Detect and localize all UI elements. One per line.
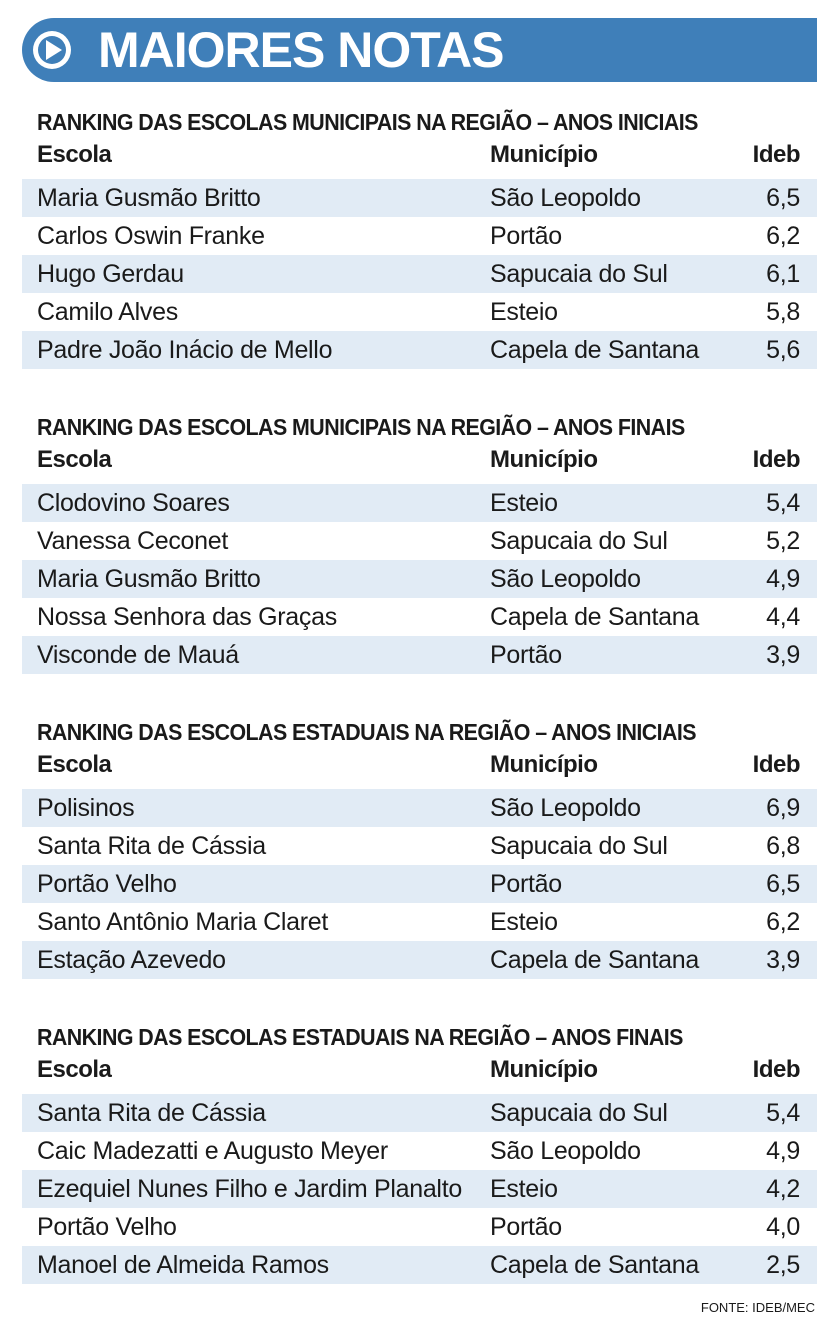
- row-band: [22, 1094, 817, 1132]
- column-header: Município: [490, 751, 598, 778]
- ideb: 4,9: [766, 565, 800, 593]
- school: Portão Velho: [37, 1213, 177, 1241]
- ideb: 5,4: [766, 489, 800, 517]
- school: Visconde de Mauá: [37, 641, 239, 669]
- school: Hugo Gerdau: [37, 260, 184, 288]
- column-header: Ideb: [752, 1056, 801, 1083]
- school: Manoel de Almeida Ramos: [37, 1251, 329, 1279]
- municipality: Esteio: [490, 1175, 558, 1203]
- ideb: 5,4: [766, 1099, 800, 1127]
- municipality: São Leopoldo: [490, 565, 641, 593]
- ideb: 6,2: [766, 222, 800, 250]
- school: Caic Madezatti e Augusto Meyer: [37, 1137, 388, 1165]
- municipality: Portão: [490, 641, 562, 669]
- municipality: Capela de Santana: [490, 946, 699, 974]
- ideb: 3,9: [766, 946, 800, 974]
- row-band: [22, 941, 817, 979]
- ideb: 5,2: [766, 527, 800, 555]
- school: Maria Gusmão Britto: [37, 565, 261, 593]
- municipality: São Leopoldo: [490, 184, 641, 212]
- municipality: Esteio: [490, 298, 558, 326]
- school: Maria Gusmão Britto: [37, 184, 261, 212]
- row-band: [22, 865, 817, 903]
- section-title: RANKING DAS ESCOLAS ESTADUAIS NA REGIÃO …: [37, 1024, 683, 1050]
- school: Santa Rita de Cássia: [37, 1099, 266, 1127]
- column-header: Município: [490, 446, 598, 473]
- column-header: Escola: [37, 751, 112, 778]
- column-header: Escola: [37, 446, 112, 473]
- municipality: Portão: [490, 870, 562, 898]
- row-band: [22, 1170, 817, 1208]
- play-icon: [33, 31, 71, 69]
- ideb: 4,4: [766, 603, 800, 631]
- municipality: Sapucaia do Sul: [490, 527, 668, 555]
- row-band: [22, 484, 817, 522]
- row-band: [22, 331, 817, 369]
- municipality: Portão: [490, 1213, 562, 1241]
- school: Santa Rita de Cássia: [37, 832, 266, 860]
- section-title: RANKING DAS ESCOLAS ESTADUAIS NA REGIÃO …: [37, 719, 697, 745]
- column-header: Escola: [37, 1056, 112, 1083]
- row-band: [22, 255, 817, 293]
- row-band: [22, 789, 817, 827]
- page-title: MAIORES NOTAS: [98, 22, 505, 78]
- school: Ezequiel Nunes Filho e Jardim Planalto: [37, 1175, 462, 1203]
- municipality: Sapucaia do Sul: [490, 832, 668, 860]
- school: Santo Antônio Maria Claret: [37, 908, 328, 936]
- column-header: Município: [490, 141, 598, 168]
- ideb: 2,5: [766, 1251, 800, 1279]
- column-header: Escola: [37, 141, 112, 168]
- municipality: Capela de Santana: [490, 336, 699, 364]
- municipality: São Leopoldo: [490, 1137, 641, 1165]
- school: Carlos Oswin Franke: [37, 222, 265, 250]
- municipality: São Leopoldo: [490, 794, 641, 822]
- row-band: [22, 636, 817, 674]
- ideb: 5,6: [766, 336, 800, 364]
- ideb: 6,5: [766, 184, 800, 212]
- municipality: Capela de Santana: [490, 603, 699, 631]
- ideb: 6,1: [766, 260, 800, 288]
- municipality: Esteio: [490, 489, 558, 517]
- ideb: 6,5: [766, 870, 800, 898]
- ideb: 4,0: [766, 1213, 800, 1241]
- ideb: 5,8: [766, 298, 800, 326]
- column-header: Município: [490, 1056, 598, 1083]
- school: Polisinos: [37, 794, 135, 822]
- ideb: 6,8: [766, 832, 800, 860]
- municipality: Sapucaia do Sul: [490, 1099, 668, 1127]
- municipality: Capela de Santana: [490, 1251, 699, 1279]
- row-band: [22, 560, 817, 598]
- school: Padre João Inácio de Mello: [37, 336, 333, 364]
- school: Camilo Alves: [37, 298, 178, 326]
- source: FONTE: IDEB/MEC: [700, 1300, 815, 1315]
- header-bar: [22, 18, 817, 82]
- municipality: Esteio: [490, 908, 558, 936]
- school: Estação Azevedo: [37, 946, 226, 974]
- row-band: [22, 179, 817, 217]
- school: Clodovino Soares: [37, 489, 230, 517]
- ideb: 3,9: [766, 641, 800, 669]
- municipality: Sapucaia do Sul: [490, 260, 668, 288]
- municipality: Portão: [490, 222, 562, 250]
- row-band: [22, 1246, 817, 1284]
- school: Vanessa Ceconet: [37, 527, 228, 555]
- ideb: 4,2: [766, 1175, 800, 1203]
- column-header: Ideb: [752, 751, 801, 778]
- ideb: 4,9: [766, 1137, 800, 1165]
- column-header: Ideb: [752, 446, 801, 473]
- school: Nossa Senhora das Graças: [37, 603, 337, 631]
- ideb: 6,9: [766, 794, 800, 822]
- section-title: RANKING DAS ESCOLAS MUNICIPAIS NA REGIÃO…: [37, 414, 685, 440]
- column-header: Ideb: [752, 141, 801, 168]
- school: Portão Velho: [37, 870, 177, 898]
- ideb: 6,2: [766, 908, 800, 936]
- section-title: RANKING DAS ESCOLAS MUNICIPAIS NA REGIÃO…: [37, 109, 698, 135]
